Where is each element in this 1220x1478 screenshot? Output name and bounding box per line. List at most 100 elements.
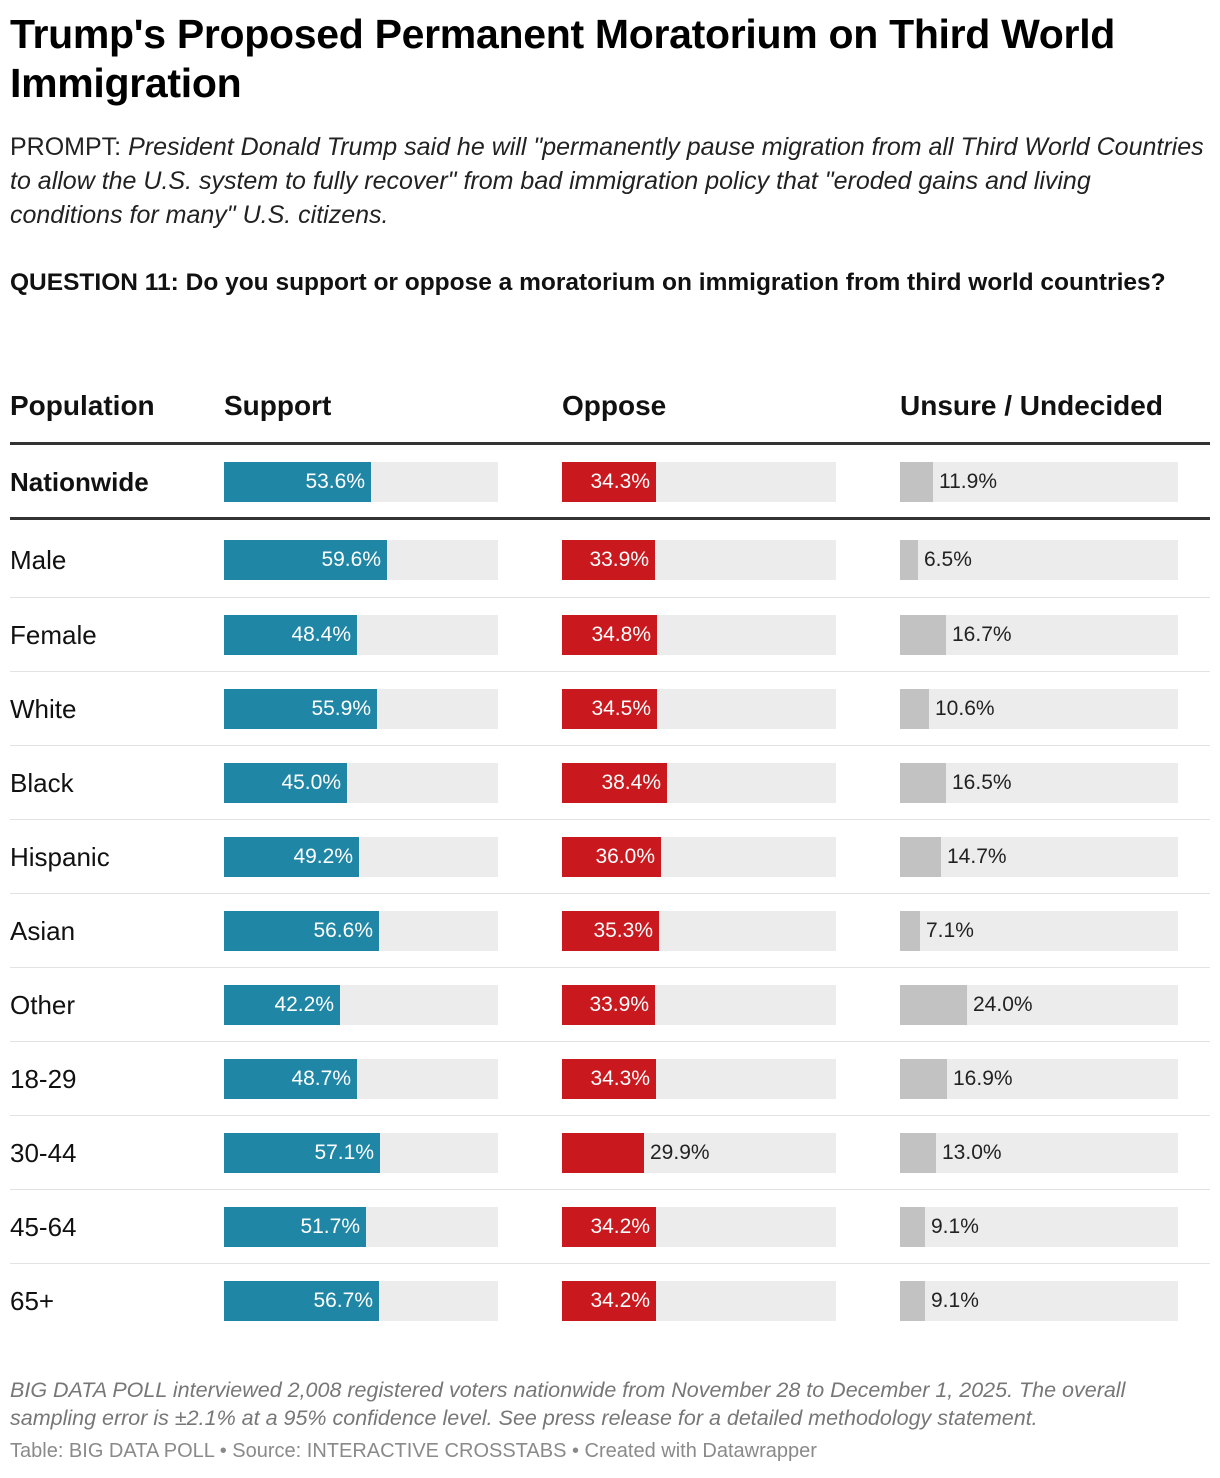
oppose-bar <box>562 615 657 655</box>
oppose-bar-track: 29.9% <box>562 1133 836 1173</box>
unsure-value-label: 11.9% <box>939 470 997 493</box>
prompt-text: President Donald Trump said he will "per… <box>10 133 1204 229</box>
support-bar-track: 48.7% <box>224 1059 498 1099</box>
oppose-bar-track: 34.2% <box>562 1207 836 1247</box>
unsure-bar <box>900 763 946 803</box>
row-label: 45-64 <box>10 1212 77 1242</box>
unsure-bar <box>900 462 933 502</box>
table-row: Black 45.0% 38.4% 16.5% <box>10 745 1210 820</box>
oppose-bar-track: 36.0% <box>562 837 836 877</box>
oppose-bar <box>562 462 656 502</box>
table-row: Nationwide 53.6% 34.3% 11.9% <box>10 445 1210 519</box>
unsure-value-label: 9.1% <box>931 1289 979 1312</box>
support-bar <box>224 1207 366 1247</box>
unsure-bar-track: 14.7% <box>900 837 1178 877</box>
question-text: QUESTION 11: Do you support or oppose a … <box>10 269 1166 296</box>
oppose-value-label: 34.5% <box>591 697 651 720</box>
oppose-value-label: 34.3% <box>590 1067 650 1090</box>
oppose-bar-track: 38.4% <box>562 763 836 803</box>
table-row: Hispanic 49.2% 36.0% 14.7% <box>10 819 1210 894</box>
unsure-bar-track: 7.1% <box>900 911 1178 951</box>
table-row: 65+ 56.7% 34.2% 9.1% <box>10 1263 1210 1338</box>
header-divider <box>10 442 1210 445</box>
oppose-bar-track: 33.9% <box>562 985 836 1025</box>
oppose-bar <box>562 1281 656 1321</box>
oppose-bar <box>562 1059 656 1099</box>
support-bar-track: 55.9% <box>224 689 498 729</box>
support-bar-track: 45.0% <box>224 763 498 803</box>
unsure-bar-track: 10.6% <box>900 689 1178 729</box>
unsure-bar <box>900 1059 947 1099</box>
support-value-label: 55.9% <box>311 697 371 720</box>
row-label: Male <box>10 545 67 575</box>
support-value-label: 45.0% <box>281 771 341 794</box>
unsure-value-label: 7.1% <box>926 919 974 942</box>
support-value-label: 53.6% <box>305 470 365 493</box>
oppose-value-label: 33.9% <box>589 548 649 571</box>
prompt: PROMPT: President Donald Trump said he w… <box>10 130 1210 232</box>
row-label: Other <box>10 990 76 1020</box>
unsure-value-label: 6.5% <box>924 548 972 571</box>
support-bar <box>224 985 340 1025</box>
support-bar <box>224 1281 379 1321</box>
unsure-bar-track: 9.1% <box>900 1281 1178 1321</box>
oppose-value-label: 38.4% <box>601 771 661 794</box>
oppose-value-label: 33.9% <box>589 993 649 1016</box>
oppose-bar <box>562 837 661 877</box>
support-bar <box>224 462 371 502</box>
support-bar-track: 53.6% <box>224 462 498 502</box>
oppose-value-label: 29.9% <box>650 1141 710 1164</box>
oppose-value-label: 34.3% <box>590 470 650 493</box>
support-value-label: 42.2% <box>274 993 334 1016</box>
oppose-bar <box>562 911 659 951</box>
column-header-support: Support <box>224 390 332 421</box>
row-label: 65+ <box>10 1286 55 1316</box>
unsure-value-label: 10.6% <box>935 697 995 720</box>
oppose-bar-track: 34.3% <box>562 462 836 502</box>
support-value-label: 56.7% <box>313 1289 373 1312</box>
oppose-bar <box>562 763 667 803</box>
unsure-bar-track: 16.7% <box>900 615 1178 655</box>
row-label: White <box>10 694 77 724</box>
oppose-value-label: 34.2% <box>590 1289 650 1312</box>
support-value-label: 48.7% <box>291 1067 351 1090</box>
unsure-value-label: 24.0% <box>973 993 1033 1016</box>
oppose-bar <box>562 540 655 580</box>
support-bar-track: 49.2% <box>224 837 498 877</box>
oppose-bar <box>562 689 657 729</box>
unsure-bar-track: 13.0% <box>900 1133 1178 1173</box>
oppose-bar-track: 33.9% <box>562 540 836 580</box>
oppose-bar <box>562 1133 644 1173</box>
source-credit: Table: BIG DATA POLL • Source: INTERACTI… <box>10 1440 817 1462</box>
table-row: 30-44 57.1% 29.9% 13.0% <box>10 1115 1210 1190</box>
table-row: 18-29 48.7% 34.3% 16.9% <box>10 1041 1210 1116</box>
support-bar-track: 51.7% <box>224 1207 498 1247</box>
table-row: 45-64 51.7% 34.2% 9.1% <box>10 1189 1210 1264</box>
nationwide-divider <box>10 517 1210 520</box>
oppose-bar-track: 34.2% <box>562 1281 836 1321</box>
row-label: Nationwide <box>10 467 149 497</box>
support-value-label: 51.7% <box>300 1215 360 1238</box>
support-value-label: 59.6% <box>321 548 381 571</box>
unsure-value-label: 9.1% <box>931 1215 979 1238</box>
row-label: Black <box>10 768 74 798</box>
unsure-value-label: 14.7% <box>947 845 1007 868</box>
unsure-value-label: 16.7% <box>952 623 1012 646</box>
unsure-bar <box>900 911 920 951</box>
unsure-bar-track: 24.0% <box>900 985 1178 1025</box>
support-value-label: 57.1% <box>314 1141 374 1164</box>
oppose-value-label: 34.2% <box>590 1215 650 1238</box>
unsure-bar <box>900 1133 936 1173</box>
prompt-label: PROMPT: <box>10 133 129 161</box>
unsure-value-label: 16.9% <box>953 1067 1013 1090</box>
support-value-label: 48.4% <box>291 623 351 646</box>
table-row: Male 59.6% 33.9% 6.5% <box>10 523 1210 597</box>
unsure-bar <box>900 985 967 1025</box>
support-bar <box>224 763 347 803</box>
unsure-bar <box>900 689 929 729</box>
oppose-bar <box>562 1207 656 1247</box>
oppose-value-label: 36.0% <box>595 845 655 868</box>
oppose-bar-track: 34.3% <box>562 1059 836 1099</box>
table-row: Female 48.4% 34.8% 16.7% <box>10 597 1210 672</box>
support-bar-track: 48.4% <box>224 615 498 655</box>
